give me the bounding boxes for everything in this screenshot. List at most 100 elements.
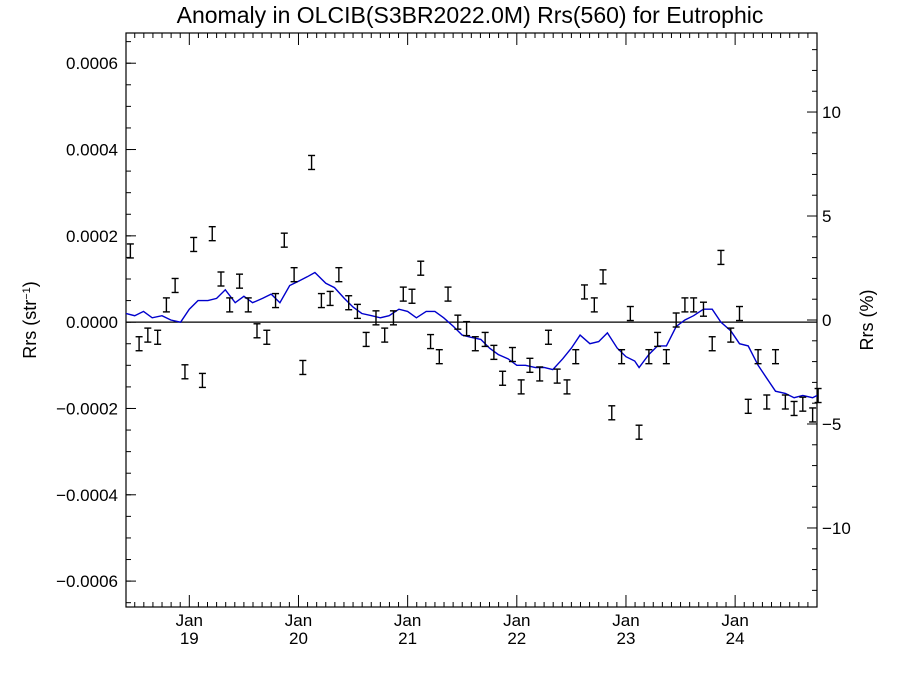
- data-point: [190, 236, 198, 253]
- data-point: [162, 297, 170, 313]
- data-point: [699, 301, 707, 317]
- x-tick-label-year: 20: [289, 629, 308, 648]
- data-point: [735, 305, 743, 322]
- y-right-tick-label: 0: [822, 311, 831, 330]
- data-point: [599, 269, 607, 285]
- data-point: [135, 336, 143, 352]
- y-left-tick-label: 0.0004: [66, 141, 118, 160]
- y-right-tick-label: −5: [822, 415, 841, 434]
- data-point: [463, 320, 471, 337]
- data-point: [662, 348, 670, 365]
- y-left-tick-label: 0.0002: [66, 227, 118, 246]
- data-point: [427, 333, 435, 350]
- data-point: [772, 348, 780, 365]
- data-point: [544, 329, 552, 345]
- data-point: [717, 249, 725, 266]
- x-tick-label-month: Jan: [176, 611, 203, 630]
- data-point: [444, 286, 452, 302]
- data-point: [563, 379, 571, 395]
- data-point: [171, 277, 179, 294]
- data-point: [490, 344, 498, 361]
- data-point: [618, 348, 626, 365]
- data-point: [708, 336, 716, 352]
- data-point: [590, 297, 598, 313]
- y-right-tick-label: 5: [822, 207, 831, 226]
- data-point: [809, 407, 817, 423]
- chart-title: Anomaly in OLCIB(S3BR2022.0M) Rrs(560) f…: [177, 2, 764, 28]
- data-point: [308, 154, 316, 171]
- data-point: [672, 312, 680, 328]
- data-point: [181, 364, 189, 380]
- data-point: [654, 331, 662, 348]
- data-point: [217, 271, 225, 287]
- data-point: [326, 290, 334, 307]
- data-point: [635, 424, 643, 440]
- y-left-tick-label: −0.0002: [56, 399, 118, 418]
- data-point: [290, 266, 298, 283]
- data-point: [814, 387, 822, 404]
- data-point: [626, 305, 634, 322]
- data-point: [517, 379, 525, 395]
- x-tick-label-year: 21: [398, 629, 417, 648]
- data-point: [198, 372, 206, 389]
- data-point: [372, 310, 380, 326]
- data-point: [471, 336, 479, 352]
- y-axis-label-superscript: −1: [21, 287, 33, 300]
- data-point: [408, 288, 416, 304]
- data-point: [481, 331, 489, 348]
- data-point: [763, 394, 771, 410]
- data-point: [754, 348, 762, 365]
- data-point: [299, 359, 307, 376]
- x-tick-label-year: 23: [617, 629, 636, 648]
- data-point: [144, 327, 152, 343]
- data-point: [799, 396, 807, 412]
- x-tick-label-year: 22: [507, 629, 526, 648]
- data-point: [381, 327, 389, 343]
- data-point: [454, 314, 462, 330]
- x-tick-label-month: Jan: [394, 611, 421, 630]
- x-tick-label-year: 19: [180, 629, 199, 648]
- data-point: [435, 348, 443, 365]
- data-point: [526, 357, 534, 374]
- running-mean-line: [125, 271, 818, 399]
- data-point: [781, 394, 789, 410]
- y-axis-label-left: Rrs (str−1): [20, 281, 40, 359]
- axes: [125, 32, 818, 608]
- data-point: [345, 295, 353, 311]
- data-point: [353, 303, 361, 320]
- data-point: [317, 292, 325, 309]
- ticks: 0.0006 0.0004 0.0002 0.0000 −0.0002 −0.0004 −0…: [56, 33, 851, 648]
- data-point: [226, 297, 234, 313]
- data-point: [154, 329, 162, 345]
- x-tick-label-year: 24: [726, 629, 745, 648]
- data-point: [536, 366, 544, 382]
- x-tick-label-month: Jan: [612, 611, 639, 630]
- data-point: [690, 297, 698, 313]
- data-point: [253, 323, 261, 339]
- data-point: [126, 243, 134, 259]
- data-point: [417, 260, 425, 276]
- data-point: [608, 405, 616, 421]
- data-point: [681, 297, 689, 313]
- data-point: [499, 370, 507, 386]
- data-point: [790, 400, 798, 417]
- data-point: [362, 331, 370, 348]
- x-tick-label-month: Jan: [721, 611, 748, 630]
- data-point: [244, 297, 252, 313]
- y-right-tick-label: 10: [822, 103, 841, 122]
- data-point: [553, 368, 561, 384]
- y-left-tick-label: −0.0004: [56, 486, 118, 505]
- plot-frame: [125, 32, 818, 608]
- data-point: [263, 329, 271, 345]
- y-left-tick-label: −0.0006: [56, 572, 118, 591]
- x-tick-label-month: Jan: [503, 611, 530, 630]
- y-left-tick-label: 0.0006: [66, 54, 118, 73]
- data-point: [280, 232, 288, 248]
- y-left-tick-label: 0.0000: [66, 313, 118, 332]
- data-point: [727, 327, 735, 343]
- y-right-tick-label: −10: [822, 519, 851, 538]
- data-point: [208, 225, 216, 242]
- running-mean-series: [125, 271, 818, 399]
- data-point: [272, 292, 280, 309]
